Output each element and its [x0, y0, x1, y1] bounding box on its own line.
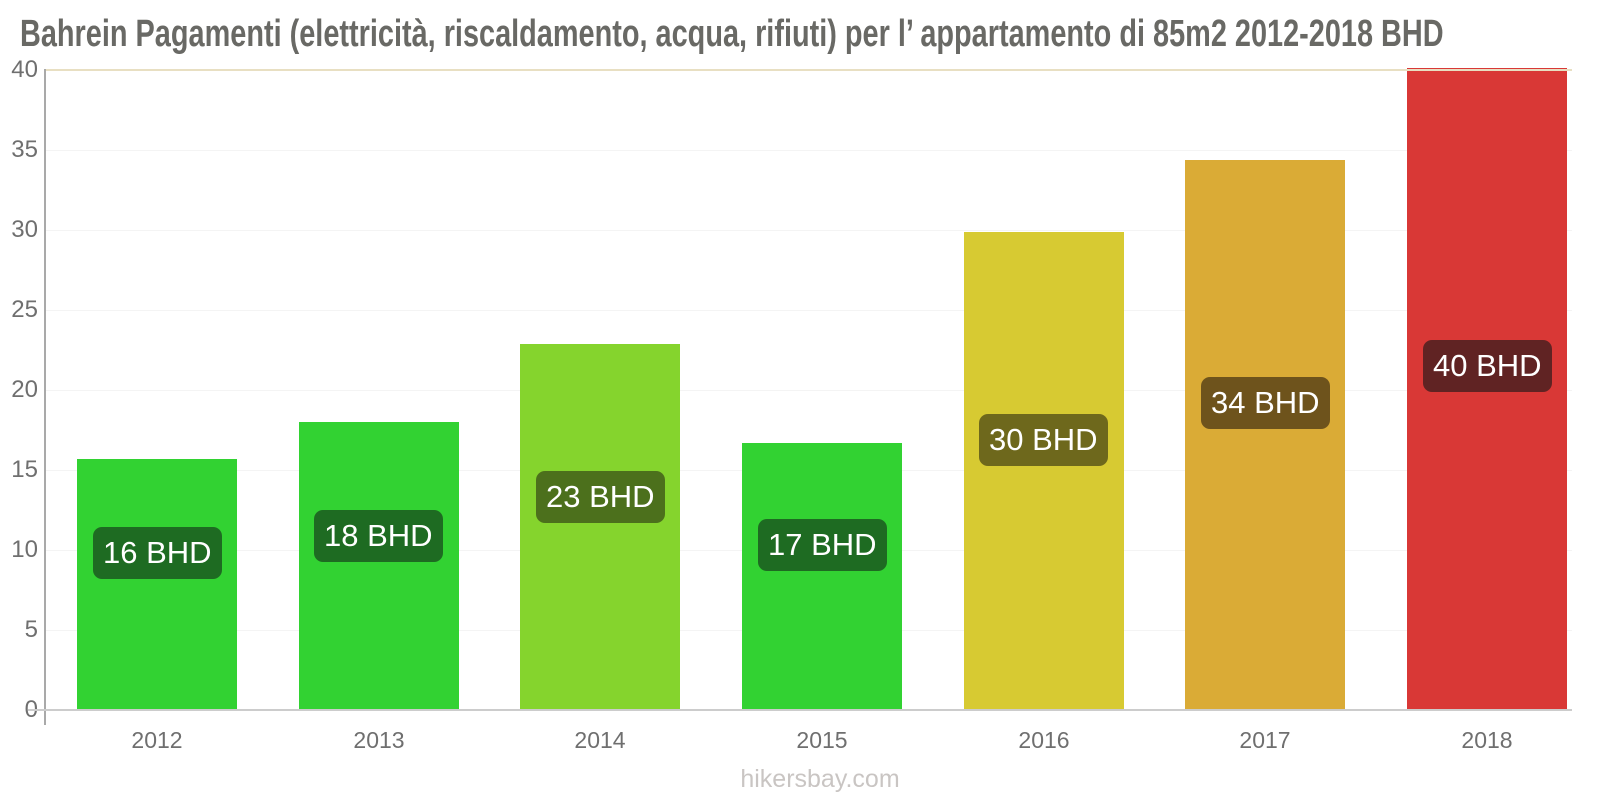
x-tick-label-2017: 2017 [1239, 727, 1291, 753]
y-tick-label-5: 5 [24, 616, 38, 643]
y-tick-label-15: 15 [11, 456, 38, 483]
watermark: hikersbay.com [740, 765, 900, 793]
x-tick-label-2013: 2013 [353, 727, 405, 753]
bar-value-label-2017: 34 BHD [1201, 377, 1330, 429]
x-tick-label-2014: 2014 [574, 727, 626, 753]
bar-2014[interactable] [520, 344, 680, 710]
y-tick-label-30: 30 [11, 216, 38, 243]
bar-2013[interactable] [299, 422, 459, 710]
bar-2015[interactable] [742, 443, 902, 710]
x-tick-label-2018: 2018 [1461, 727, 1513, 753]
gridline-40 [46, 69, 1572, 71]
x-tick-label-2016: 2016 [1018, 727, 1070, 753]
y-tick-label-35: 35 [11, 136, 38, 163]
gridline-25 [46, 310, 1572, 311]
gridline-35 [46, 150, 1572, 151]
bar-2017[interactable] [1185, 160, 1345, 710]
bar-value-label-2014: 23 BHD [536, 471, 665, 523]
chart-title: Bahrein Pagamenti (elettricità, riscalda… [20, 13, 1444, 55]
bar-value-label-2015: 17 BHD [758, 519, 887, 571]
bar-value-label-2012: 16 BHD [93, 527, 222, 579]
x-tick-label-2015: 2015 [796, 727, 848, 753]
x-tick-label-2012: 2012 [131, 727, 183, 753]
y-tick-label-20: 20 [11, 376, 38, 403]
x-axis-baseline [28, 709, 1572, 711]
bar-2016[interactable] [964, 232, 1124, 710]
gridline-30 [46, 230, 1572, 231]
gridline-20 [46, 390, 1572, 391]
y-tick-label-10: 10 [11, 536, 38, 563]
y-tick-label-40: 40 [11, 56, 38, 83]
y-tick-label-25: 25 [11, 296, 38, 323]
bar-2012[interactable] [77, 459, 237, 710]
bar-value-label-2016: 30 BHD [979, 414, 1108, 466]
bar-value-label-2018: 40 BHD [1423, 340, 1552, 392]
bar-value-label-2013: 18 BHD [314, 510, 443, 562]
y-axis-line [44, 69, 46, 725]
